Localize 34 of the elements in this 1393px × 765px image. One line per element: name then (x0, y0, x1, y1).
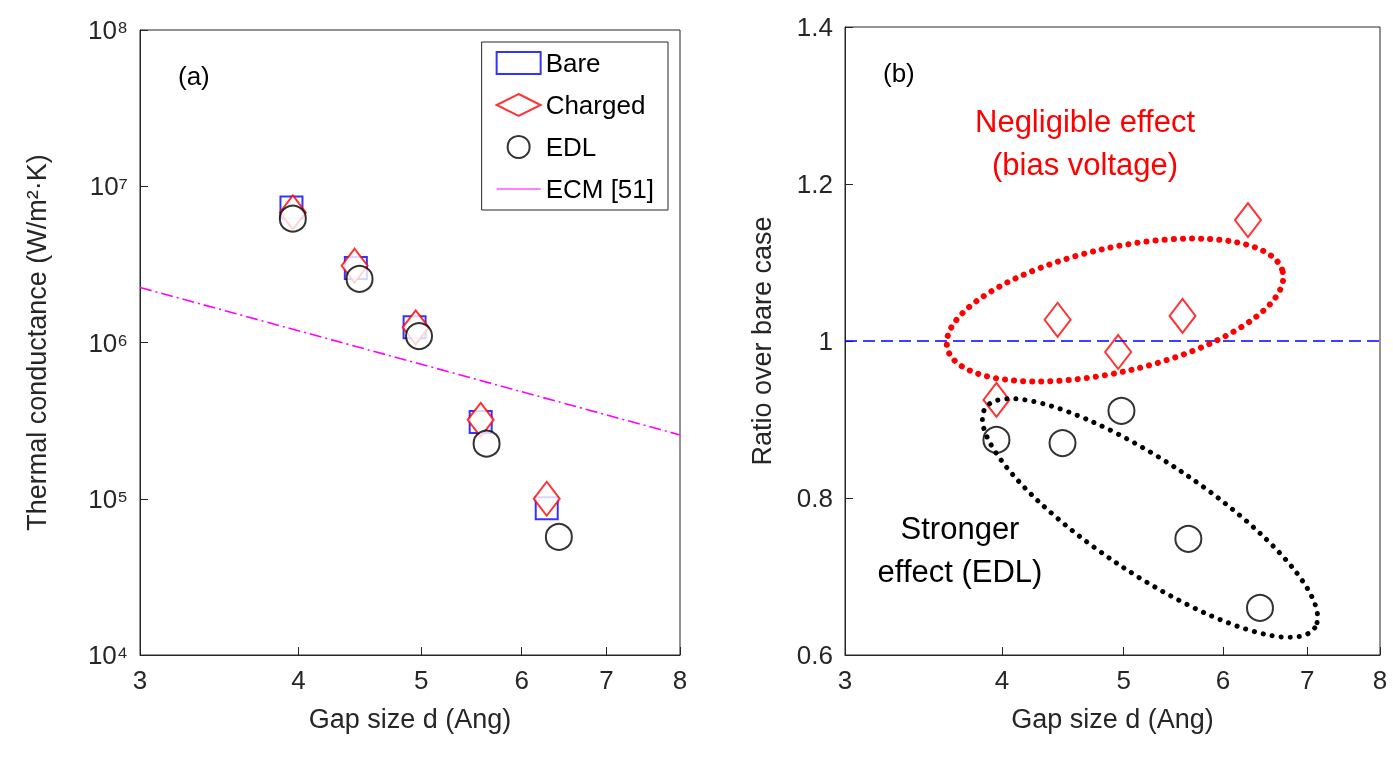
y-tick-label: 10⁸ (88, 15, 128, 45)
y-tick-label: 0.6 (796, 640, 833, 670)
annotation: Negligible effect (bias voltage) (974, 104, 1196, 182)
legend-label: EDL (545, 132, 597, 162)
x-tick-label: 3 (837, 665, 853, 695)
x-tick-label: 8 (672, 665, 688, 695)
y-axis-title: Ratio over bare case (746, 216, 777, 466)
x-axis-title: Gap size d (Ang) (1011, 703, 1214, 734)
y-tick-label: 1.2 (796, 169, 833, 199)
y-axis-title: Thermal conductance (W/m²·K) (21, 154, 52, 531)
y-tick-label: 1 (818, 326, 833, 356)
annotation: Stronger effect (EDL) (877, 511, 1043, 589)
legend-label: ECM [51] (545, 174, 655, 204)
legend-label: Charged (545, 90, 646, 120)
y-tick-label: 10⁴ (87, 640, 128, 670)
legend-label: Bare (545, 48, 601, 78)
y-tick-label: 10⁵ (88, 483, 128, 514)
y-tick-label: 0.8 (796, 483, 833, 513)
text: (b) (883, 58, 915, 88)
x-tick-label: 5 (414, 665, 429, 695)
x-tick-label: 3 (132, 665, 148, 695)
y-tick-label: 10⁶ (88, 327, 128, 358)
x-tick-label: 4 (291, 665, 306, 695)
x-tick-label: 6 (514, 665, 529, 695)
y-tick-label: 10⁷ (89, 171, 128, 202)
x-tick-label: 8 (1372, 665, 1388, 695)
x-tick-label: 5 (1116, 665, 1131, 695)
x-tick-label: 6 (1215, 665, 1231, 695)
x-tick-label: 7 (599, 665, 614, 695)
x-tick-label: 7 (1299, 665, 1315, 695)
text: (a) (178, 61, 210, 91)
y-tick-label: 1.4 (796, 12, 833, 42)
x-axis-title: Gap size d (Ang) (308, 703, 512, 734)
x-tick-label: 4 (994, 665, 1010, 695)
